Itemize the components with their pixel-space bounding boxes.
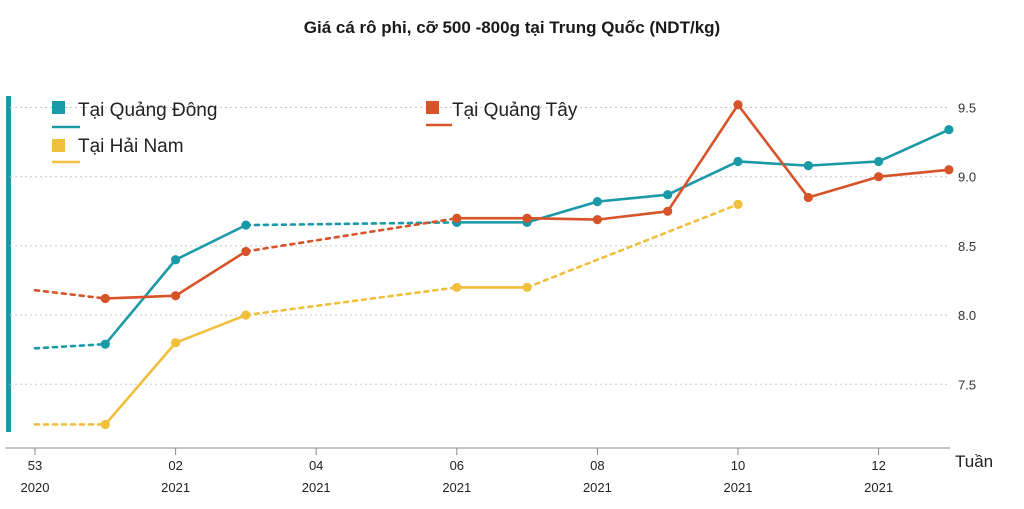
series-0-segment [666,160,740,196]
legend-swatch-quang-dong [52,101,65,114]
x-tick-week: 06 [450,458,464,473]
series-2-point [171,338,181,348]
series-0-point [874,156,884,167]
series-0-segment [104,258,177,346]
series-0-segment [736,160,810,167]
series-1-segment [736,103,810,199]
series-1-segment [244,216,459,253]
series-2-segment [104,341,177,426]
x-tick-year: 2021 [724,480,753,495]
series-1-segment [33,288,107,300]
series-markers [100,100,954,430]
left-accent-bar [6,96,11,432]
x-tick-week: 08 [590,458,604,473]
series-2-point [522,282,532,293]
series-1-point [874,172,884,182]
series-0-point [663,190,673,200]
series-lines [33,103,951,426]
x-tick-week: 53 [28,458,42,473]
series-1-point [452,213,462,223]
chart-title: Giá cá rô phi, cỡ 500 -800g tại Trung Qu… [304,18,720,37]
series-1-segment [666,103,740,213]
legend-label-quang-dong: Tại Quảng Đông [78,100,217,121]
series-1-point [522,213,532,223]
x-tick-year: 2021 [583,480,612,495]
legend-swatch-hai-nam [52,139,65,152]
series-1-point [100,293,110,304]
x-axis-ticks: 53 2020 02 2021 04 2021 06 2021 08 2021 10 2021 12 20… [21,448,893,495]
y-tick-label: 8.0 [958,308,976,323]
series-1-point [171,291,181,301]
series-0-point [733,156,743,167]
x-tick-year: 2021 [864,480,893,495]
x-tick-week: 04 [309,458,323,473]
series-0-point [944,125,954,135]
x-tick-week: 12 [871,458,885,473]
y-tick-label: 7.5 [958,377,976,392]
legend-swatch-quang-tay [426,101,439,114]
series-0-segment [33,342,107,350]
series-1-segment [104,294,177,300]
x-tick-year: 2020 [21,480,50,495]
legend-label-hai-nam: Tại Hải Nam [78,136,184,157]
series-1-point [241,246,251,257]
series-2-segment [525,203,740,289]
series-0-point [241,220,251,230]
x-tick-week: 10 [731,458,745,473]
x-axis-label: Tuần [955,452,993,471]
series-0-point [592,197,603,207]
y-tick-label: 9.0 [958,170,976,185]
x-tick-year: 2021 [161,480,190,495]
series-2-point [100,419,110,430]
legend-item-quang-dong: Tại Quảng Đông [52,100,217,129]
series-1-point [803,192,813,203]
series-0-segment [174,223,248,262]
series-1-segment [806,175,880,199]
legend-item-hai-nam: Tại Hải Nam [52,136,184,164]
series-0-segment [244,221,459,227]
series-1-segment [174,250,248,298]
series-1-point [663,206,673,216]
y-tick-label: 9.5 [958,101,976,116]
series-2-point [733,199,743,209]
legend-item-quang-tay: Tại Quảng Tây [426,100,578,127]
series-0-point [803,161,813,171]
series-1-segment [877,168,951,178]
x-tick-year: 2021 [442,480,471,495]
series-1-segment [596,210,670,221]
legend-label-quang-tay: Tại Quảng Tây [452,100,578,121]
series-0-point [100,339,110,349]
series-0-segment [596,193,670,203]
y-tick-label: 8.5 [958,239,976,254]
series-2-point [241,310,251,320]
series-2-segment [174,313,248,345]
x-tick-year: 2021 [302,480,331,495]
series-0-segment [806,160,880,167]
series-1-point [733,100,743,110]
series-1-point [592,215,603,225]
series-0-segment [877,128,951,163]
series-2-segment [244,286,459,317]
y-axis-ticks: 7.5 8.0 8.5 9.0 9.5 [958,101,976,393]
x-tick-week: 02 [168,458,182,473]
series-1-point [944,165,954,175]
series-0-point [171,255,181,265]
legend: Tại Quảng Đông Tại Quảng Tây Tại Hải Nam [52,100,578,164]
series-1-segment [525,216,599,221]
series-2-point [452,282,462,293]
